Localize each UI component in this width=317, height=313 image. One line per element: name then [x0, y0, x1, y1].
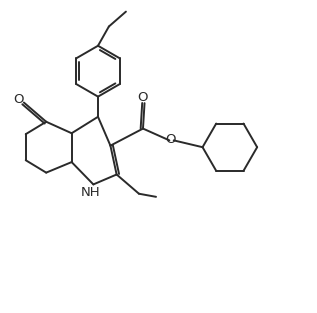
Text: O: O — [138, 91, 148, 104]
Text: NH: NH — [81, 186, 101, 199]
Text: O: O — [13, 93, 23, 106]
Text: O: O — [165, 133, 176, 146]
